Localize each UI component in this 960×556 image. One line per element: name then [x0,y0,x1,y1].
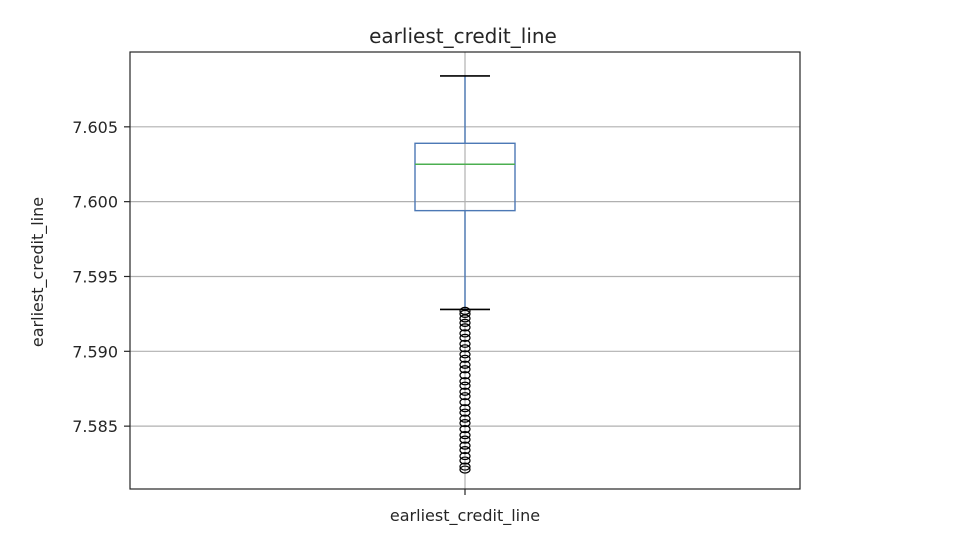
outlier-point [459,445,471,455]
outlier-point [459,323,471,332]
chart-title: earliest_credit_line [369,24,557,48]
outlier-point [459,381,471,390]
outlier-point [459,371,471,380]
outlier-point [459,365,471,374]
outlier-point [459,339,471,348]
outlier-point [459,350,471,359]
outlier-point [459,425,471,434]
outlier-point [459,360,471,369]
outlier-point [459,435,471,444]
outlier-point [459,451,471,461]
y-axis-label: earliest_credit_line [28,197,48,347]
y-tick-label: 7.595 [72,267,118,286]
y-tick-label: 7.600 [72,193,118,212]
outlier-point [459,377,471,386]
outlier-point [459,398,471,407]
y-tick-label: 7.590 [72,342,118,361]
outlier-point [459,309,471,319]
outlier-point [459,404,471,413]
x-tick-label: earliest_credit_line [390,506,540,526]
outlier-point [459,354,471,363]
box-iqr [414,142,516,212]
outlier-point [459,387,471,396]
outlier-point [459,333,471,342]
outlier-point [459,419,471,428]
outlier-point [459,441,471,450]
axes: 7.585 7.590 7.595 7.600 7.605 earliest_credit… [72,118,540,526]
plot-area [414,75,516,474]
outlier-point [459,408,471,417]
outlier-point [459,344,471,353]
outlier-point [459,462,471,471]
outlier-point [459,465,471,474]
outlier-point [459,314,471,323]
outlier-point [459,431,471,440]
outlier-point [459,329,471,338]
outlier-point [459,392,471,401]
outlier-point [459,318,471,327]
y-tick-label: 7.605 [72,118,118,137]
y-tick-label: 7.585 [72,417,118,436]
outlier-point [459,414,471,423]
outlier-point [459,456,471,465]
